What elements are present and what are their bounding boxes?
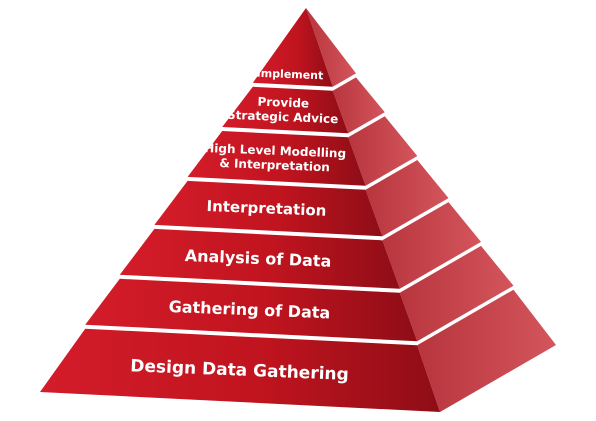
pyramid-level-7: Design Data Gathering (40, 289, 556, 412)
pyramid-level-front (40, 328, 440, 412)
pyramid-level-label-line: Strategic Advice (227, 108, 339, 126)
pyramid-level-side (348, 116, 418, 186)
pyramid-level-label: Interpretation (206, 197, 327, 220)
pyramid-level-1: Implement (252, 8, 356, 87)
pyramid-level-label: ProvideStrategic Advice (227, 93, 339, 126)
pyramid-level-side (365, 160, 449, 237)
pyramid-level-front (187, 131, 366, 186)
pyramid-level-2: ProvideStrategic Advice (222, 77, 385, 134)
pyramid-level-label: High Level Modelling& Interpretation (203, 141, 346, 175)
pyramid-level-5: Analysis of Data (119, 202, 481, 289)
pyramid-level-label: Implement (256, 67, 323, 83)
pyramid-level-side (417, 289, 556, 412)
pyramid-level-front (119, 228, 400, 289)
pyramid-level-label-line: Implement (256, 67, 323, 83)
pyramid-level-label-line: High Level Modelling (204, 141, 346, 161)
pyramid-level-label-line: Provide (257, 95, 309, 111)
pyramid-level-label-line: & Interpretation (219, 156, 330, 174)
pyramid-level-front (222, 86, 349, 134)
pyramid-level-side (382, 202, 481, 289)
pyramid-level-front (252, 8, 333, 87)
pyramid-level-front (154, 180, 383, 237)
pyramid-level-side (332, 77, 385, 134)
pyramid-level-4: Interpretation (154, 160, 449, 237)
pyramid-tiers: Implement ProvideStrategic Advice High Lev… (40, 8, 556, 412)
pyramid-level-front (85, 278, 418, 342)
pyramid-level-label-line: Interpretation (206, 197, 327, 220)
pyramid-level-6: Gathering of Data (85, 245, 514, 342)
pyramid-level-side (399, 245, 514, 342)
pyramid-level-side (306, 8, 356, 87)
pyramid-level-3: High Level Modelling& Interpretation (187, 116, 418, 186)
